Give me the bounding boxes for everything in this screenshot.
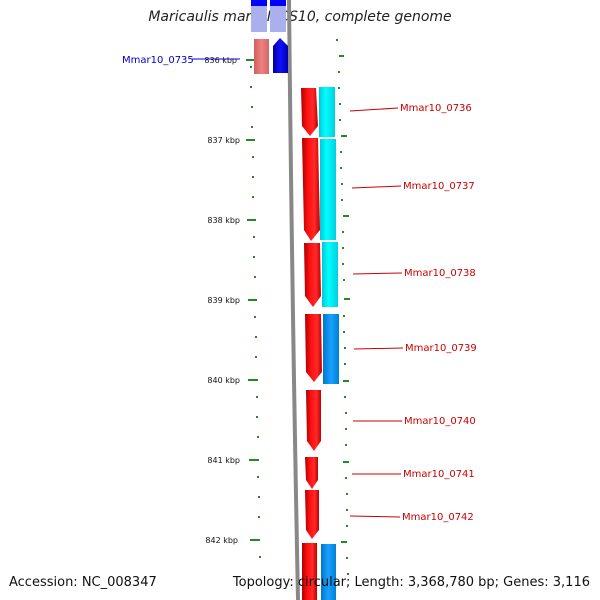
cds-mmar10-0736[interactable] xyxy=(301,88,318,136)
feature-cyan-2[interactable] xyxy=(320,139,336,240)
cds-mmar10-0742[interactable] xyxy=(305,490,319,539)
feature-mmar10-0735[interactable] xyxy=(254,39,269,74)
topology-text: Topology: circular; Length: 3,368,780 bp… xyxy=(232,575,590,590)
gene-label-mmar10-0735[interactable]: Mmar10_0735 xyxy=(122,55,194,66)
scale-dots-left xyxy=(250,66,261,558)
tick-label-841: 841 kbp xyxy=(207,456,240,465)
tick-label-838: 838 kbp xyxy=(207,216,240,225)
tick-label-840: 840 kbp xyxy=(207,376,240,385)
accession-text: Accession: NC_008347 xyxy=(9,575,157,590)
feature-reverse-top-2-faded[interactable] xyxy=(270,6,286,32)
tick-label-839: 839 kbp xyxy=(207,296,240,305)
forward-cds-track xyxy=(301,88,322,600)
cds-mmar10-0740[interactable] xyxy=(306,390,321,451)
feature-track-cyan xyxy=(319,87,339,600)
feature-cyan-3[interactable] xyxy=(322,242,338,307)
gene-labels: Mmar10_0735 Mmar10_0736 Mmar10_0737 Mmar… xyxy=(122,55,477,523)
gene-label-mmar10-0739[interactable]: Mmar10_0739 xyxy=(405,343,477,354)
scale-ticks xyxy=(246,59,260,541)
feature-reverse-top-2[interactable] xyxy=(270,0,286,6)
gene-label-leaders xyxy=(192,58,404,518)
cds-mmar10-0737[interactable] xyxy=(302,138,320,241)
tick-label-837: 837 kbp xyxy=(207,136,240,145)
tick-label-836: 836 kbp xyxy=(204,56,237,65)
gene-label-mmar10-0736[interactable]: Mmar10_0736 xyxy=(400,103,472,114)
cds-next[interactable] xyxy=(302,543,317,600)
map-title: Maricaulis maris MCS10, complete genome xyxy=(148,9,452,25)
cds-mmar10-0741[interactable] xyxy=(305,457,318,489)
genome-backbone xyxy=(287,0,300,600)
feature-cyan-1[interactable] xyxy=(319,87,335,137)
feature-sky-2[interactable] xyxy=(321,544,336,600)
scale-dots-right xyxy=(336,39,350,575)
feature-reverse-top-1[interactable] xyxy=(251,0,267,6)
gene-label-mmar10-0741[interactable]: Mmar10_0741 xyxy=(403,469,475,480)
scale-tick-labels: 836 kbp 837 kbp 838 kbp 839 kbp 840 kbp … xyxy=(204,56,240,545)
feature-reverse-top-1-faded[interactable] xyxy=(251,6,267,32)
gene-label-mmar10-0738[interactable]: Mmar10_0738 xyxy=(404,268,476,279)
tick-label-842: 842 kbp xyxy=(205,536,238,545)
feature-sky-1[interactable] xyxy=(323,314,339,384)
gene-label-mmar10-0742[interactable]: Mmar10_0742 xyxy=(402,512,474,523)
cds-mmar10-0739[interactable] xyxy=(305,314,322,382)
cds-mmar10-0738[interactable] xyxy=(304,243,321,307)
gene-label-mmar10-0737[interactable]: Mmar10_0737 xyxy=(403,181,475,192)
gene-label-mmar10-0740[interactable]: Mmar10_0740 xyxy=(404,416,476,427)
feature-reverse-blue[interactable] xyxy=(273,38,288,73)
